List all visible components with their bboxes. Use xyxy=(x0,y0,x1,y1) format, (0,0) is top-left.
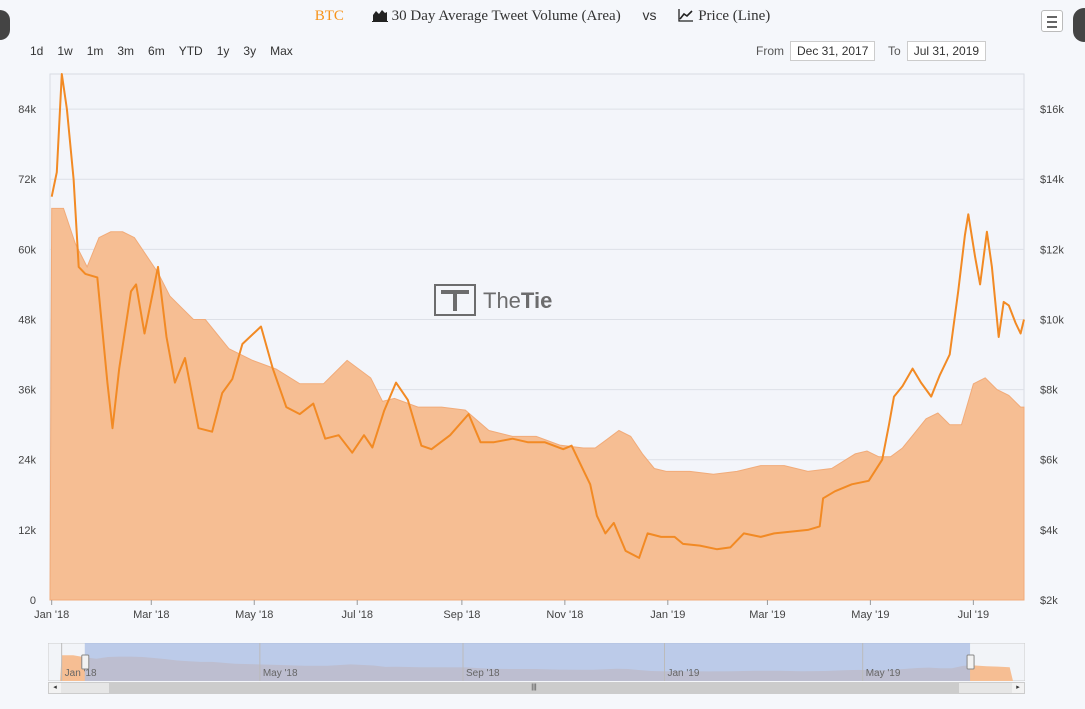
y-right-tick-label: $8k xyxy=(1040,385,1058,397)
watermark-logo-stem xyxy=(453,294,457,311)
y-left-tick-label: 0 xyxy=(30,595,36,607)
watermark-logo-bar xyxy=(441,290,469,294)
x-tick-label: Mar '19 xyxy=(749,609,785,621)
range-button-max[interactable]: Max xyxy=(270,44,293,58)
x-tick-label: May '19 xyxy=(851,609,889,621)
vs-label: vs xyxy=(642,7,657,23)
chart-header: BTC 30 Day Average Tweet Volume (Area) v… xyxy=(0,0,1085,42)
navigator-tick-label: May '19 xyxy=(866,668,901,679)
range-button-1w[interactable]: 1w xyxy=(57,44,73,58)
x-tick-label: Mar '18 xyxy=(133,609,169,621)
right-edge-control xyxy=(1073,8,1085,42)
y-left-tick-label: 72k xyxy=(18,174,36,186)
navigator-scrollbar[interactable]: ◂ ||| ▸ xyxy=(48,682,1025,694)
watermark-logo xyxy=(434,284,476,316)
area-series-label: 30 Day Average Tweet Volume (Area) xyxy=(391,8,621,24)
range-button-1y[interactable]: 1y xyxy=(216,44,230,58)
price-line xyxy=(50,73,1025,559)
left-edge-control xyxy=(0,10,10,40)
from-date: From Dec 31, 2017 xyxy=(756,41,876,61)
x-tick-label: Sep '18 xyxy=(443,609,480,621)
y-left-tick-label: 48k xyxy=(18,314,36,326)
range-button-6m[interactable]: 6m xyxy=(148,44,165,58)
scroll-left-arrow-icon[interactable]: ◂ xyxy=(49,683,61,693)
scroll-right-arrow-icon[interactable]: ▸ xyxy=(1012,683,1024,693)
navigator-tick-label: May '18 xyxy=(263,668,298,679)
chart-menu-button[interactable] xyxy=(1041,10,1063,32)
y-left-tick-label: 24k xyxy=(18,455,36,467)
y-right-tick-label: $4k xyxy=(1040,525,1058,537)
y-left-tick-label: 12k xyxy=(18,525,36,537)
navigator-selection[interactable] xyxy=(84,643,971,681)
y-right-tick-label: $14k xyxy=(1040,174,1064,186)
line-chart-icon xyxy=(678,9,694,22)
price-volume-chart: 0 12k 24k 36k 48k 60k 72k 84k $2k $4k $6k $8k $10k $1… xyxy=(18,73,1064,621)
y-right-tick-label: $2k xyxy=(1040,595,1058,607)
x-tick-label: Jul '19 xyxy=(958,609,989,621)
y-left-tick-label: 84k xyxy=(18,104,36,116)
chart-title-row: BTC 30 Day Average Tweet Volume (Area) v… xyxy=(0,7,1085,25)
area-chart-icon xyxy=(371,10,388,22)
range-button-1m[interactable]: 1m xyxy=(86,44,104,58)
y-left-tick-label: 60k xyxy=(18,244,36,256)
line-series-label: Price (Line) xyxy=(698,8,771,24)
scrollbar-thumb[interactable]: ||| xyxy=(109,683,959,693)
navigator-tick-label: Sep '18 xyxy=(466,668,500,679)
watermark-text-bold: Tie xyxy=(521,288,552,313)
to-date: To Jul 31, 2019 xyxy=(888,41,987,61)
navigator-tick-label: Jan '18 xyxy=(65,668,97,679)
y-right-tick-label: $6k xyxy=(1040,455,1058,467)
hamburger-icon-line xyxy=(1047,21,1057,23)
range-button-3y[interactable]: 3y xyxy=(243,44,257,58)
y-right-tick-label: $10k xyxy=(1040,314,1064,326)
x-tick-label: May '18 xyxy=(235,609,273,621)
x-tick-label: Nov '18 xyxy=(546,609,583,621)
navigator-tick-label: Jan '19 xyxy=(668,668,700,679)
y-left-tick-label: 36k xyxy=(18,385,36,397)
x-tick-label: Jan '19 xyxy=(650,609,685,621)
range-selector: 1d 1w 1m 3m 6m YTD 1y 3y Max xyxy=(24,43,301,59)
y-right-tick-label: $12k xyxy=(1040,244,1064,256)
watermark-text-light: The xyxy=(483,288,521,313)
thetie-watermark: TheTie xyxy=(434,284,552,316)
hamburger-icon-line xyxy=(1047,26,1057,28)
x-tick-label: Jan '18 xyxy=(34,609,69,621)
navigator-left-handle[interactable] xyxy=(81,654,90,670)
to-label: To xyxy=(888,44,901,58)
range-button-1d[interactable]: 1d xyxy=(30,44,44,58)
navigator-right-handle[interactable] xyxy=(966,654,975,670)
symbol-label: BTC xyxy=(314,8,344,24)
to-date-input[interactable]: Jul 31, 2019 xyxy=(906,41,987,61)
from-date-input[interactable]: Dec 31, 2017 xyxy=(790,41,876,61)
y-right-tick-label: $16k xyxy=(1040,104,1064,116)
range-button-ytd[interactable]: YTD xyxy=(178,44,203,58)
tweet-volume-area xyxy=(49,207,1025,601)
x-tick-label: Jul '18 xyxy=(341,609,372,621)
hamburger-icon xyxy=(1047,16,1057,18)
svg-text:TheTie: TheTie xyxy=(483,288,552,313)
navigator[interactable]: Jan '18 May '18 Sep '18 Jan '19 May '19 xyxy=(48,643,1025,681)
range-button-3m[interactable]: 3m xyxy=(117,44,135,58)
from-label: From xyxy=(756,44,784,58)
